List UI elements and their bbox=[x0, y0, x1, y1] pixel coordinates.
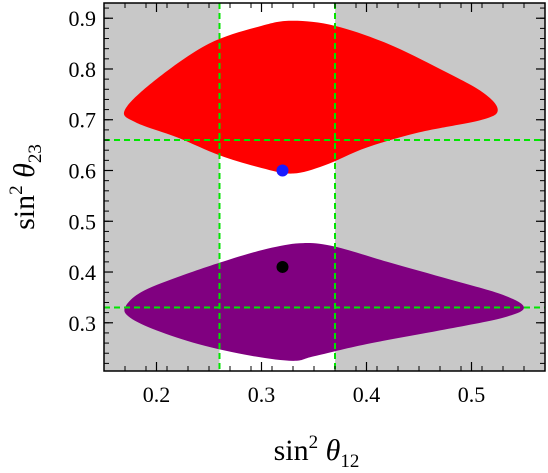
x-tick-label: 0.4 bbox=[353, 382, 381, 407]
y-tick-label: 0.4 bbox=[69, 260, 97, 285]
y-tick-label: 0.9 bbox=[69, 6, 97, 31]
black-point bbox=[276, 260, 289, 273]
y-tick-label: 0.8 bbox=[69, 57, 97, 82]
x-axis-title: sin2 θ12 bbox=[274, 432, 360, 472]
x-tick-label: 0.3 bbox=[248, 382, 276, 407]
y-tick-label: 0.6 bbox=[69, 159, 97, 184]
y-tick-label: 0.7 bbox=[69, 108, 97, 133]
y-tick-label: 0.5 bbox=[69, 209, 97, 234]
y-axis-title: sin2 θ23 bbox=[6, 144, 46, 230]
region-upper bbox=[123, 20, 498, 174]
x-tick-label: 0.5 bbox=[458, 382, 486, 407]
blue-point bbox=[276, 164, 289, 177]
y-tick-label: 0.3 bbox=[69, 311, 97, 336]
region-lower bbox=[124, 243, 524, 361]
plot-frame bbox=[103, 2, 546, 372]
x-tick-label: 0.2 bbox=[143, 382, 171, 407]
